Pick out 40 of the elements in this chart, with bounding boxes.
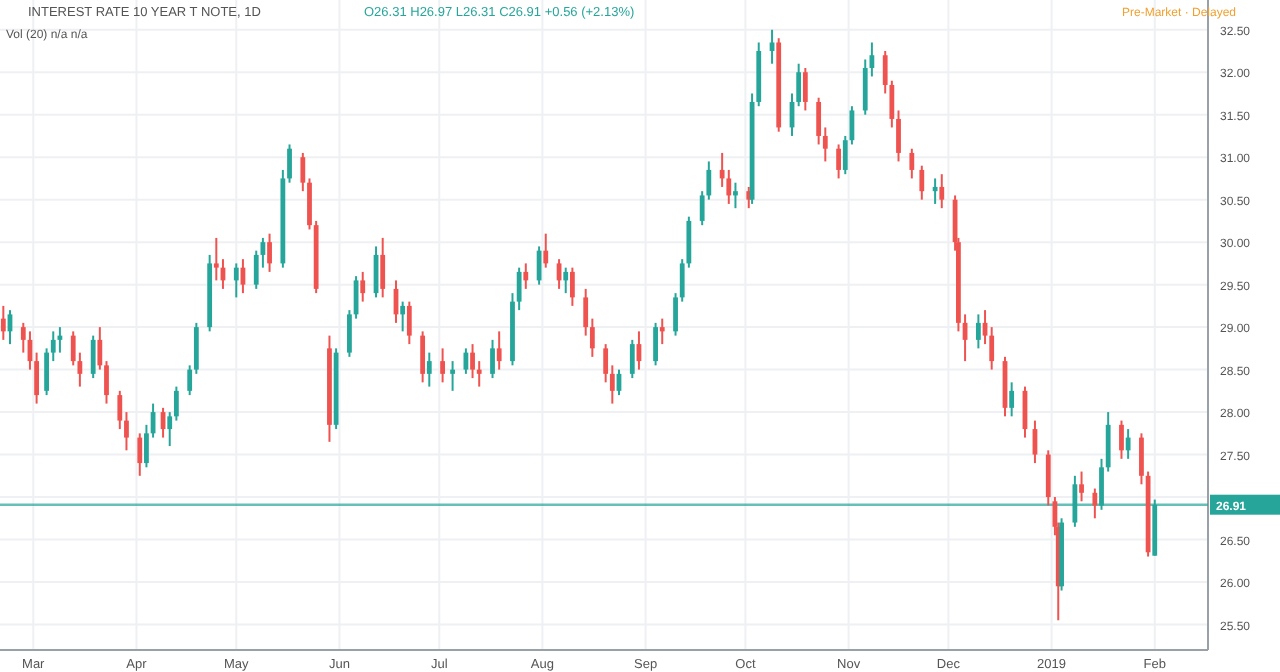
candlestick <box>463 347 469 375</box>
candlestick <box>523 262 529 290</box>
candlestick <box>406 300 412 346</box>
candlestick <box>563 266 569 295</box>
candlestick <box>440 347 445 384</box>
candlestick <box>496 330 502 371</box>
candlestick <box>939 173 945 210</box>
candlestick <box>733 181 738 210</box>
candlestick <box>1045 449 1051 507</box>
candlestick <box>836 143 842 180</box>
candlestick <box>470 343 475 380</box>
candlestick <box>0 304 6 341</box>
candlestick <box>1125 428 1131 460</box>
candlestick <box>490 338 495 380</box>
candlestick <box>267 232 272 273</box>
candlestick <box>569 266 575 307</box>
candlestick <box>932 177 938 205</box>
candlestick <box>1092 487 1098 520</box>
candlestick <box>420 330 426 384</box>
candlestick <box>90 334 96 380</box>
candlestick <box>380 236 386 299</box>
candlestick <box>1079 470 1084 503</box>
candlestick <box>543 232 549 269</box>
candlestick <box>1009 381 1015 418</box>
candlestick <box>213 236 219 282</box>
candlestick <box>426 351 432 388</box>
candlestick <box>975 313 981 350</box>
candlestick <box>536 245 542 286</box>
candlestick <box>137 432 143 477</box>
candlestick <box>659 317 665 346</box>
candlestick <box>450 360 455 392</box>
candlestick <box>1119 419 1124 460</box>
candlestick <box>360 270 366 303</box>
candlestick <box>909 147 915 180</box>
candlestick <box>919 164 925 201</box>
candlestick <box>400 300 406 333</box>
candlestick <box>653 321 658 367</box>
candlestick <box>233 262 239 299</box>
candlestick <box>802 66 808 112</box>
candlestick <box>629 338 635 380</box>
